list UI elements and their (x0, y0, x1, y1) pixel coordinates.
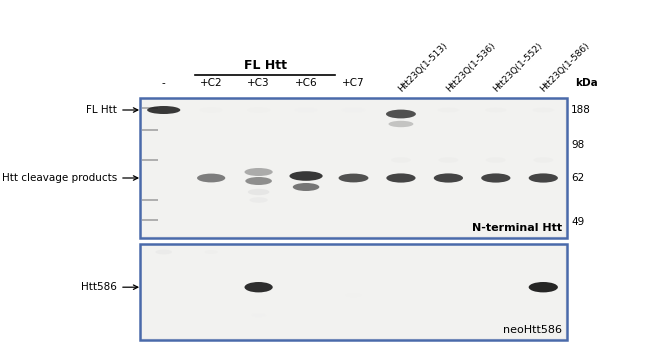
Text: Htt23Q(1-513): Htt23Q(1-513) (396, 41, 449, 94)
Text: kDa: kDa (575, 78, 598, 88)
Ellipse shape (205, 250, 218, 254)
Text: Htt23Q(1-586): Htt23Q(1-586) (539, 41, 592, 94)
Text: Htt cleavage products: Htt cleavage products (2, 173, 117, 183)
Text: +C2: +C2 (200, 78, 222, 88)
Text: 62: 62 (571, 173, 584, 183)
Ellipse shape (247, 107, 270, 113)
Bar (142, 100, 565, 236)
Text: 98: 98 (571, 140, 584, 150)
Ellipse shape (289, 171, 322, 181)
Bar (140, 98, 567, 238)
Text: N-terminal Htt: N-terminal Htt (472, 223, 562, 233)
Ellipse shape (533, 157, 553, 163)
Text: +C6: +C6 (294, 78, 317, 88)
Ellipse shape (537, 330, 550, 334)
Text: Htt23Q(1-552): Htt23Q(1-552) (491, 41, 544, 94)
Text: neoHtt586: neoHtt586 (503, 325, 562, 335)
Ellipse shape (386, 110, 416, 118)
Ellipse shape (244, 168, 273, 176)
Ellipse shape (481, 173, 510, 183)
Ellipse shape (393, 291, 410, 295)
Text: -: - (162, 78, 166, 88)
Ellipse shape (197, 174, 226, 183)
Ellipse shape (292, 183, 319, 191)
Bar (142, 199, 158, 201)
Ellipse shape (528, 173, 558, 183)
Ellipse shape (155, 250, 172, 254)
Bar (142, 107, 158, 109)
Ellipse shape (439, 157, 458, 163)
Bar (142, 219, 158, 221)
Ellipse shape (532, 108, 554, 112)
Text: FL Htt: FL Htt (244, 59, 287, 72)
Ellipse shape (434, 173, 463, 183)
Text: 49: 49 (571, 217, 584, 227)
Text: +C7: +C7 (342, 78, 365, 88)
Ellipse shape (528, 282, 558, 292)
Ellipse shape (294, 107, 318, 113)
Ellipse shape (437, 108, 459, 112)
Ellipse shape (251, 313, 266, 317)
Ellipse shape (486, 157, 506, 163)
Ellipse shape (147, 106, 180, 114)
Text: Htt23Q(1-536): Htt23Q(1-536) (444, 41, 497, 94)
Ellipse shape (389, 121, 413, 127)
Ellipse shape (386, 173, 415, 183)
Bar (142, 129, 158, 131)
Ellipse shape (200, 107, 223, 113)
Bar (140, 244, 567, 340)
Ellipse shape (244, 282, 273, 292)
Ellipse shape (391, 157, 411, 163)
Ellipse shape (250, 197, 268, 203)
Bar (140, 98, 567, 238)
Text: Htt586: Htt586 (81, 282, 117, 292)
Ellipse shape (342, 107, 365, 113)
Ellipse shape (485, 108, 506, 112)
Bar (140, 244, 567, 340)
Bar (142, 246, 565, 338)
Ellipse shape (245, 177, 272, 185)
Ellipse shape (339, 174, 369, 183)
Ellipse shape (345, 293, 362, 297)
Text: FL Htt: FL Htt (86, 105, 117, 115)
Text: +C3: +C3 (247, 78, 270, 88)
Ellipse shape (248, 189, 269, 195)
Text: 188: 188 (571, 105, 591, 115)
Bar (142, 159, 158, 161)
